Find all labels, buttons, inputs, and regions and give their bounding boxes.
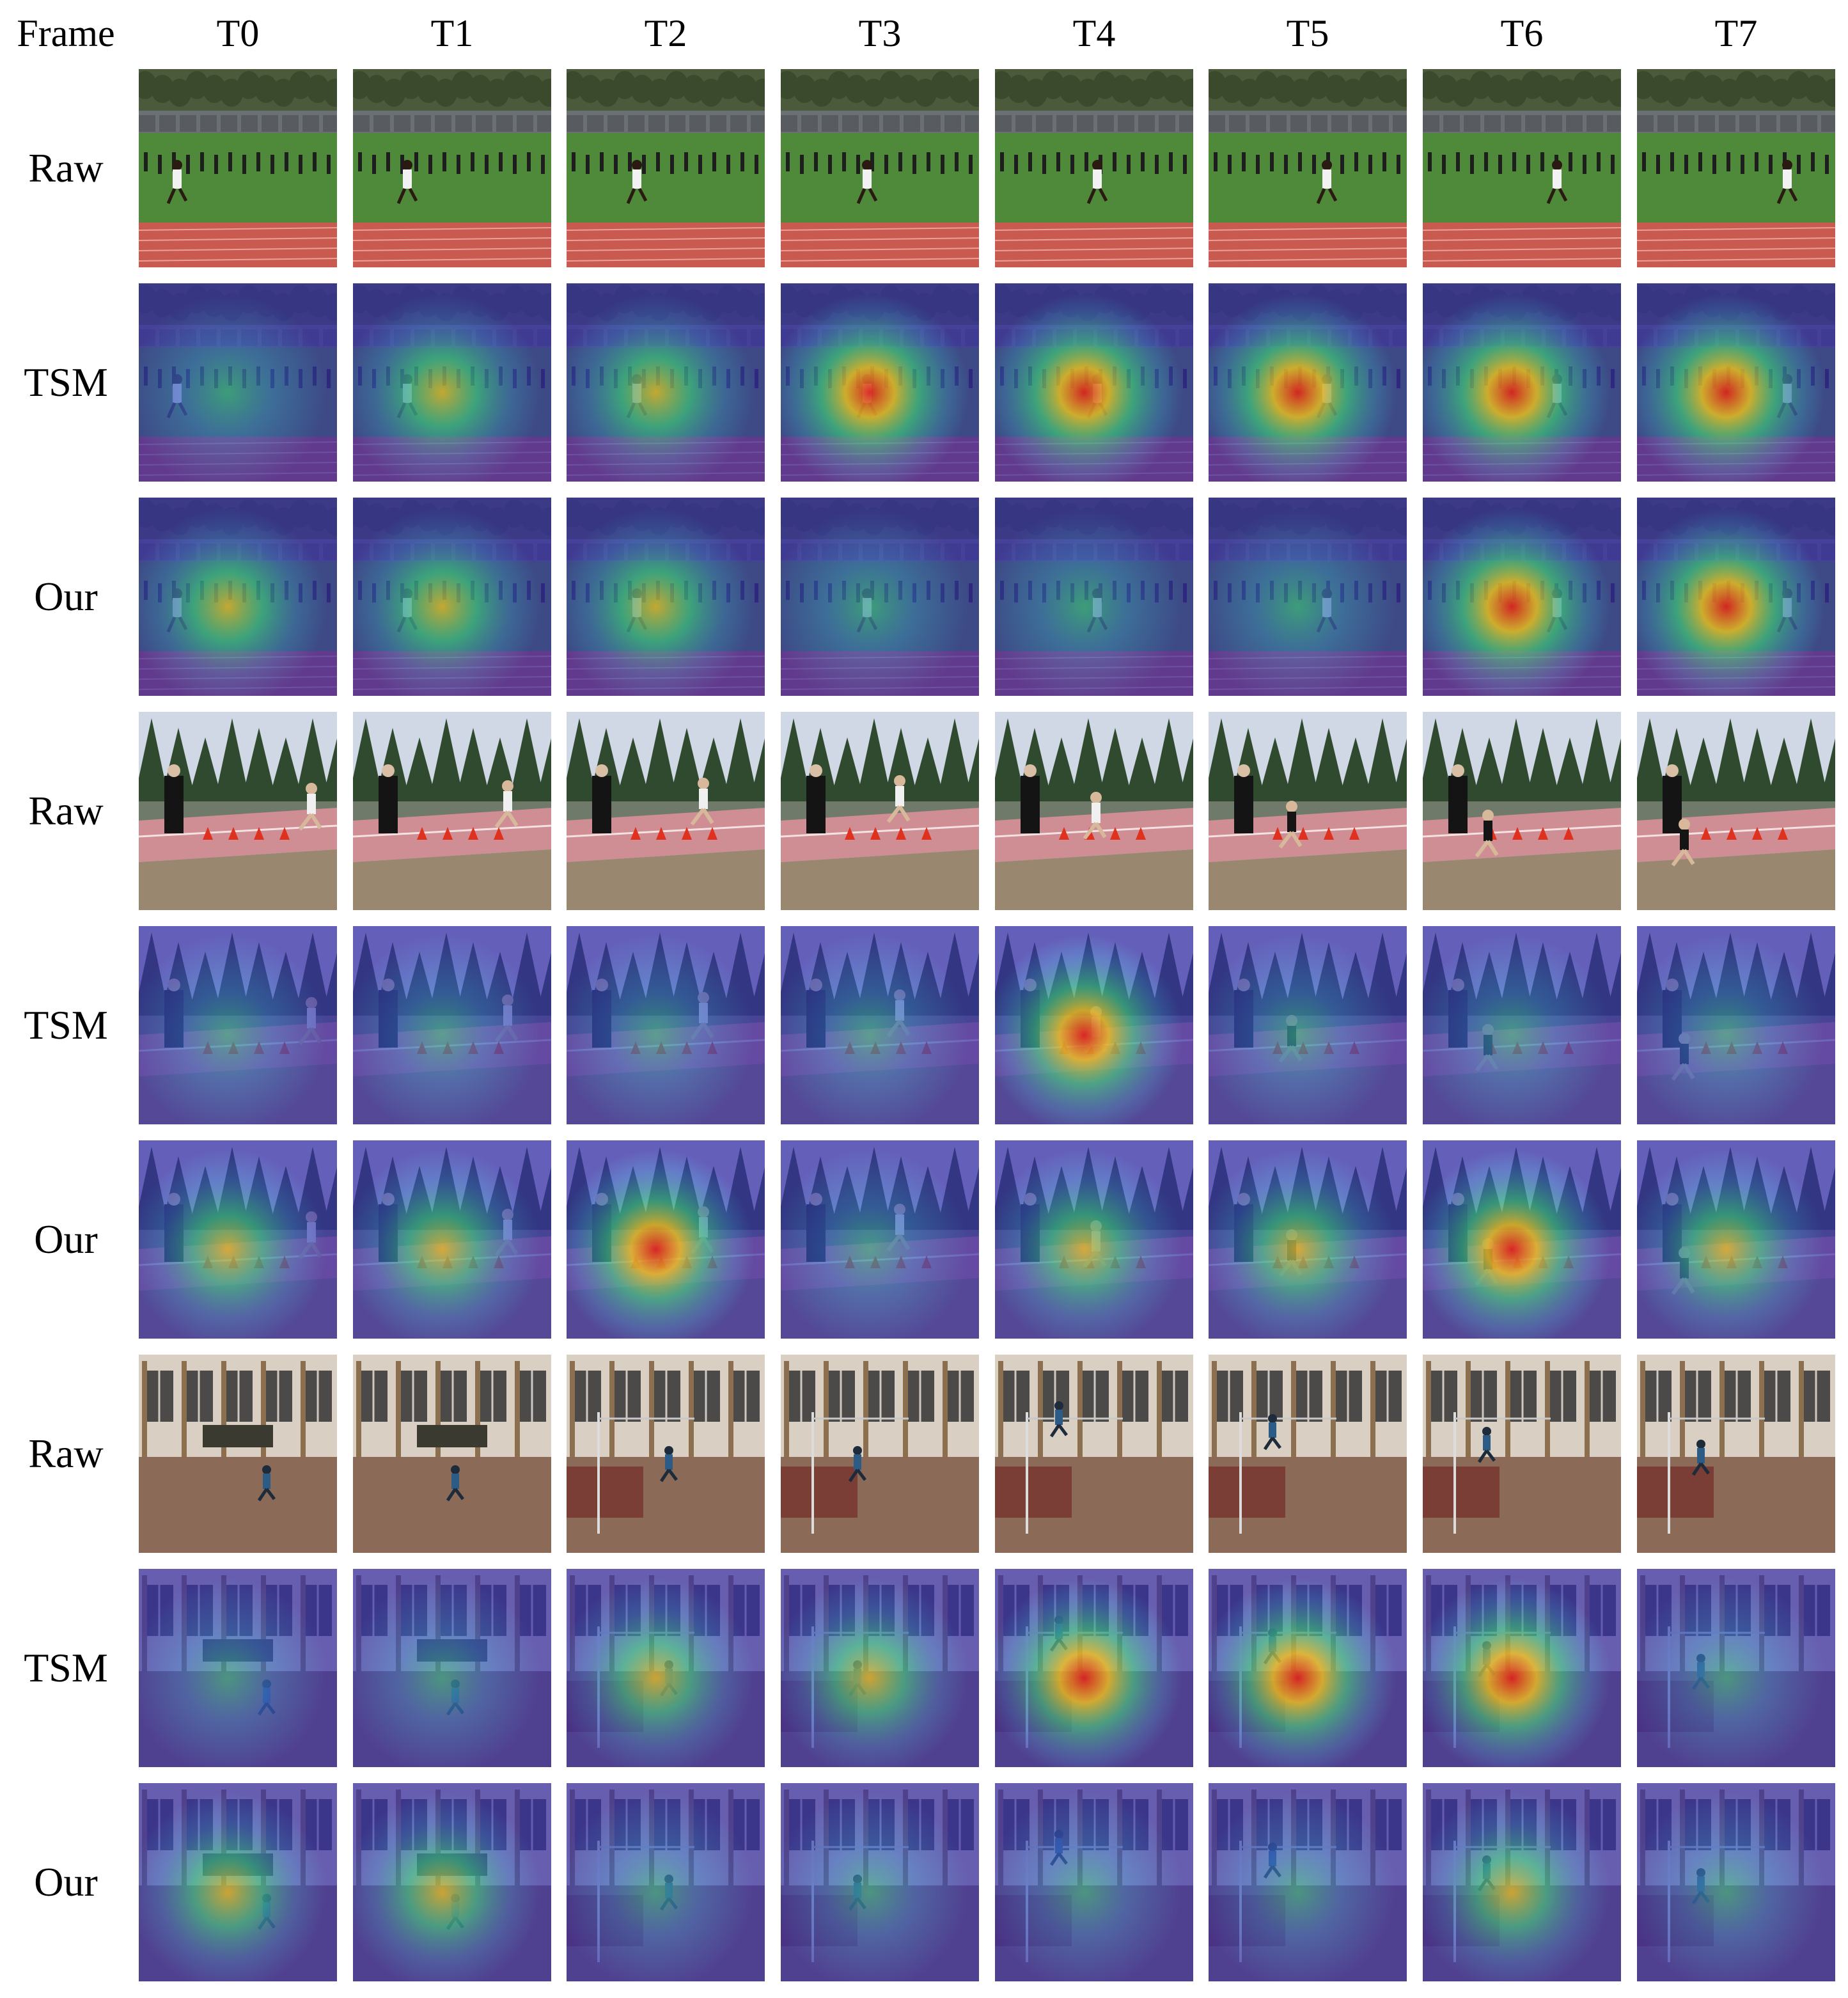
raw-frame-raw-t2 xyxy=(567,712,765,910)
attention-map-tsm-t2 xyxy=(567,926,765,1124)
attention-map-our-t5 xyxy=(1209,1783,1407,1981)
raw-frame-raw-t1 xyxy=(353,712,551,910)
raw-frame-raw-t0 xyxy=(139,1355,337,1553)
row-label-our: Our xyxy=(34,1216,98,1262)
raw-frame-raw-t5 xyxy=(1209,1355,1407,1553)
attention-map-our-t0 xyxy=(139,498,337,696)
frame-header-t0: T0 xyxy=(216,12,260,54)
attention-map-tsm-t6 xyxy=(1423,926,1621,1124)
attention-map-our-t4 xyxy=(995,1140,1193,1339)
attention-map-our-t6 xyxy=(1423,1783,1621,1981)
frame-header-t7: T7 xyxy=(1714,12,1758,54)
attention-map-our-t1 xyxy=(353,1783,551,1981)
attention-map-tsm-t3 xyxy=(781,926,979,1124)
raw-frame-raw-t6 xyxy=(1423,1355,1621,1553)
raw-frame-raw-t1 xyxy=(353,69,551,267)
attention-map-tsm-t4 xyxy=(995,1569,1193,1767)
raw-frame-raw-t3 xyxy=(781,1355,979,1553)
attention-map-tsm-t4 xyxy=(995,283,1193,482)
frame-header-t4: T4 xyxy=(1072,12,1116,54)
frame-header-t2: T2 xyxy=(644,12,687,54)
attention-map-tsm-t0 xyxy=(139,283,337,482)
attention-map-tsm-t1 xyxy=(353,926,551,1124)
attention-map-tsm-t0 xyxy=(139,1569,337,1767)
attention-map-our-t7 xyxy=(1637,1783,1835,1981)
row-label-raw: Raw xyxy=(28,145,104,191)
frame-header-t3: T3 xyxy=(858,12,902,54)
row-label-tsm: TSM xyxy=(24,1002,108,1048)
attention-map-our-t4 xyxy=(995,1783,1193,1981)
raw-frame-raw-t5 xyxy=(1209,69,1407,267)
row-label-our: Our xyxy=(34,1859,98,1905)
attention-map-our-t5 xyxy=(1209,498,1407,696)
attention-map-tsm-t7 xyxy=(1637,926,1835,1124)
attention-map-our-t6 xyxy=(1423,1140,1621,1339)
raw-frame-raw-t0 xyxy=(139,69,337,267)
attention-map-our-t2 xyxy=(567,1783,765,1981)
raw-frame-raw-t3 xyxy=(781,712,979,910)
attention-map-tsm-t5 xyxy=(1209,926,1407,1124)
raw-frame-raw-t5 xyxy=(1209,712,1407,910)
attention-map-tsm-t2 xyxy=(567,1569,765,1767)
raw-frame-raw-t4 xyxy=(995,712,1193,910)
attention-map-tsm-t5 xyxy=(1209,283,1407,482)
raw-frame-raw-t6 xyxy=(1423,712,1621,910)
row-label-raw: Raw xyxy=(28,788,104,833)
raw-frame-raw-t2 xyxy=(567,1355,765,1553)
raw-frame-raw-t2 xyxy=(567,69,765,267)
attention-map-our-t1 xyxy=(353,1140,551,1339)
frame-header-t1: T1 xyxy=(430,12,474,54)
raw-frame-raw-t3 xyxy=(781,69,979,267)
raw-frame-raw-t6 xyxy=(1423,69,1621,267)
attention-map-tsm-t2 xyxy=(567,283,765,482)
attention-map-our-t2 xyxy=(567,498,765,696)
attention-map-our-t3 xyxy=(781,1783,979,1981)
raw-frame-raw-t0 xyxy=(139,712,337,910)
attention-map-our-t4 xyxy=(995,498,1193,696)
attention-map-our-t0 xyxy=(139,1783,337,1981)
row-label-tsm: TSM xyxy=(24,359,108,405)
raw-frame-raw-t7 xyxy=(1637,712,1835,910)
row-label-raw: Raw xyxy=(28,1431,104,1476)
raw-frame-raw-t7 xyxy=(1637,69,1835,267)
attention-map-tsm-t3 xyxy=(781,1569,979,1767)
attention-map-our-t5 xyxy=(1209,1140,1407,1339)
raw-frame-raw-t7 xyxy=(1637,1355,1835,1553)
attention-map-our-t0 xyxy=(139,1140,337,1339)
attention-map-our-t3 xyxy=(781,498,979,696)
row-label-tsm: TSM xyxy=(24,1645,108,1690)
attention-map-tsm-t5 xyxy=(1209,1569,1407,1767)
attention-map-our-t7 xyxy=(1637,498,1835,696)
raw-frame-raw-t4 xyxy=(995,1355,1193,1553)
attention-map-tsm-t6 xyxy=(1423,283,1621,482)
frame-header: Frame xyxy=(17,12,115,54)
attention-map-tsm-t1 xyxy=(353,1569,551,1767)
raw-frame-raw-t1 xyxy=(353,1355,551,1553)
attention-map-tsm-t1 xyxy=(353,283,551,482)
attention-map-our-t7 xyxy=(1637,1140,1835,1339)
frame-header-t5: T5 xyxy=(1286,12,1329,54)
attention-map-our-t3 xyxy=(781,1140,979,1339)
attention-map-tsm-t4 xyxy=(995,926,1193,1124)
attention-map-tsm-t7 xyxy=(1637,1569,1835,1767)
frame-header-t6: T6 xyxy=(1500,12,1544,54)
attention-map-our-t2 xyxy=(567,1140,765,1339)
attention-map-tsm-t6 xyxy=(1423,1569,1621,1767)
raw-frame-raw-t4 xyxy=(995,69,1193,267)
attention-map-tsm-t3 xyxy=(781,283,979,482)
attention-map-tsm-t0 xyxy=(139,926,337,1124)
attention-map-our-t6 xyxy=(1423,498,1621,696)
attention-map-tsm-t7 xyxy=(1637,283,1835,482)
attention-map-our-t1 xyxy=(353,498,551,696)
row-label-our: Our xyxy=(34,574,98,619)
